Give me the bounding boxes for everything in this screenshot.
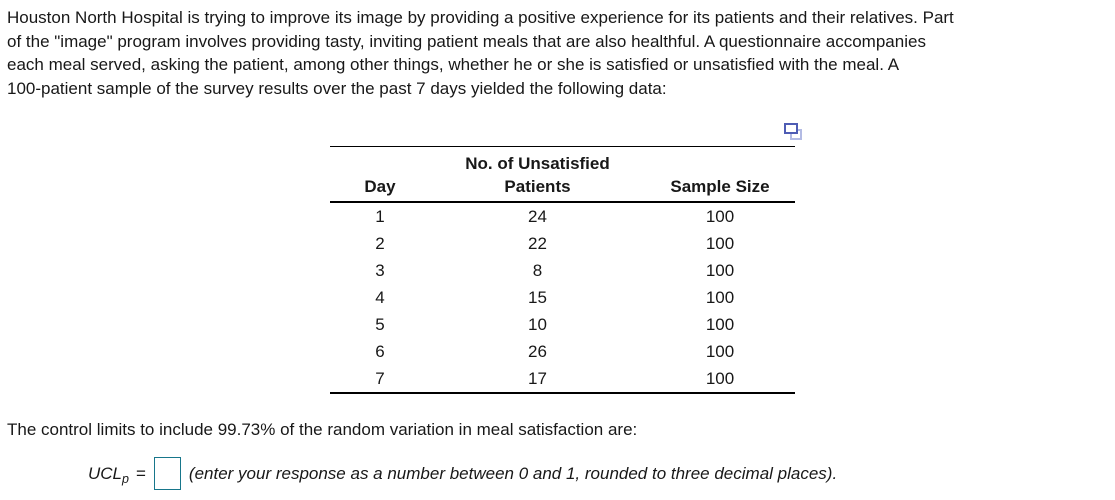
cell-unsatisfied: 10 — [528, 315, 547, 335]
cell-sample-size: 100 — [705, 207, 735, 227]
header-unsatisfied-line2: Patients — [504, 177, 571, 197]
cell-day: 7 — [330, 365, 430, 395]
problem-statement: Houston North Hospital is trying to impr… — [0, 0, 1115, 100]
ucl-subscript: p — [122, 471, 129, 486]
table-row: 2 22 100 — [330, 230, 795, 257]
table-row: 6 26 100 — [330, 338, 795, 365]
header-unsatisfied-line1: No. of Unsatisfied — [465, 154, 610, 174]
cell-sample-size: 100 — [705, 234, 735, 254]
cell-unsatisfied: 22 — [528, 234, 547, 254]
cell-sample-size: 100 — [705, 342, 735, 362]
header-day: Day — [330, 146, 430, 204]
problem-text-line: each meal served, asking the patient, am… — [7, 55, 900, 75]
cell-sample-size: 100 — [705, 288, 735, 308]
table-row: 5 10 100 — [330, 311, 795, 338]
cell-day: 5 — [375, 315, 385, 335]
survey-data-table: Day No. of Unsatisfied Patients Sample S… — [330, 146, 795, 395]
table-row: 7 17 100 — [330, 365, 795, 395]
header-sample-size: Sample Size — [645, 146, 795, 204]
cell-sample-size: 100 — [645, 365, 795, 395]
cell-unsatisfied: 26 — [528, 342, 547, 362]
header-unsatisfied-patients: No. of Unsatisfied Patients — [430, 146, 645, 204]
copy-icon[interactable] — [784, 123, 802, 141]
table-row: 1 24 100 — [330, 202, 795, 230]
cell-unsatisfied: 15 — [528, 288, 547, 308]
cell-day: 6 — [375, 342, 385, 362]
equals-sign: = — [135, 463, 146, 483]
table-row: 4 15 100 — [330, 284, 795, 311]
cell-day: 4 — [375, 288, 385, 308]
problem-text-line: of the "image" program involves providin… — [7, 31, 926, 51]
cell-sample-size: 100 — [705, 261, 735, 281]
answer-instructions: (enter your response as a number between… — [188, 463, 838, 483]
copy-icon-front-shape — [784, 123, 798, 135]
problem-text-line: Houston North Hospital is trying to impr… — [7, 8, 954, 27]
cell-unsatisfied: 17 — [430, 365, 645, 395]
cell-day: 1 — [375, 207, 385, 227]
cell-sample-size: 100 — [705, 315, 735, 335]
table-header-row: Day No. of Unsatisfied Patients Sample S… — [330, 146, 795, 204]
cell-day: 3 — [375, 261, 385, 281]
cell-unsatisfied: 24 — [528, 207, 547, 227]
ucl-label: UCL — [88, 463, 123, 483]
cell-unsatisfied: 8 — [532, 261, 543, 281]
data-table-container: Day No. of Unsatisfied Patients Sample S… — [330, 123, 802, 395]
control-limits-statement: The control limits to include 99.73% of … — [7, 420, 638, 440]
answer-input[interactable] — [153, 457, 181, 491]
table-row: 3 8 100 — [330, 257, 795, 284]
answer-row: UCL p = (enter your response as a number … — [88, 457, 1115, 491]
cell-day: 2 — [375, 234, 385, 254]
problem-text-line: 100-patient sample of the survey results… — [7, 78, 667, 98]
